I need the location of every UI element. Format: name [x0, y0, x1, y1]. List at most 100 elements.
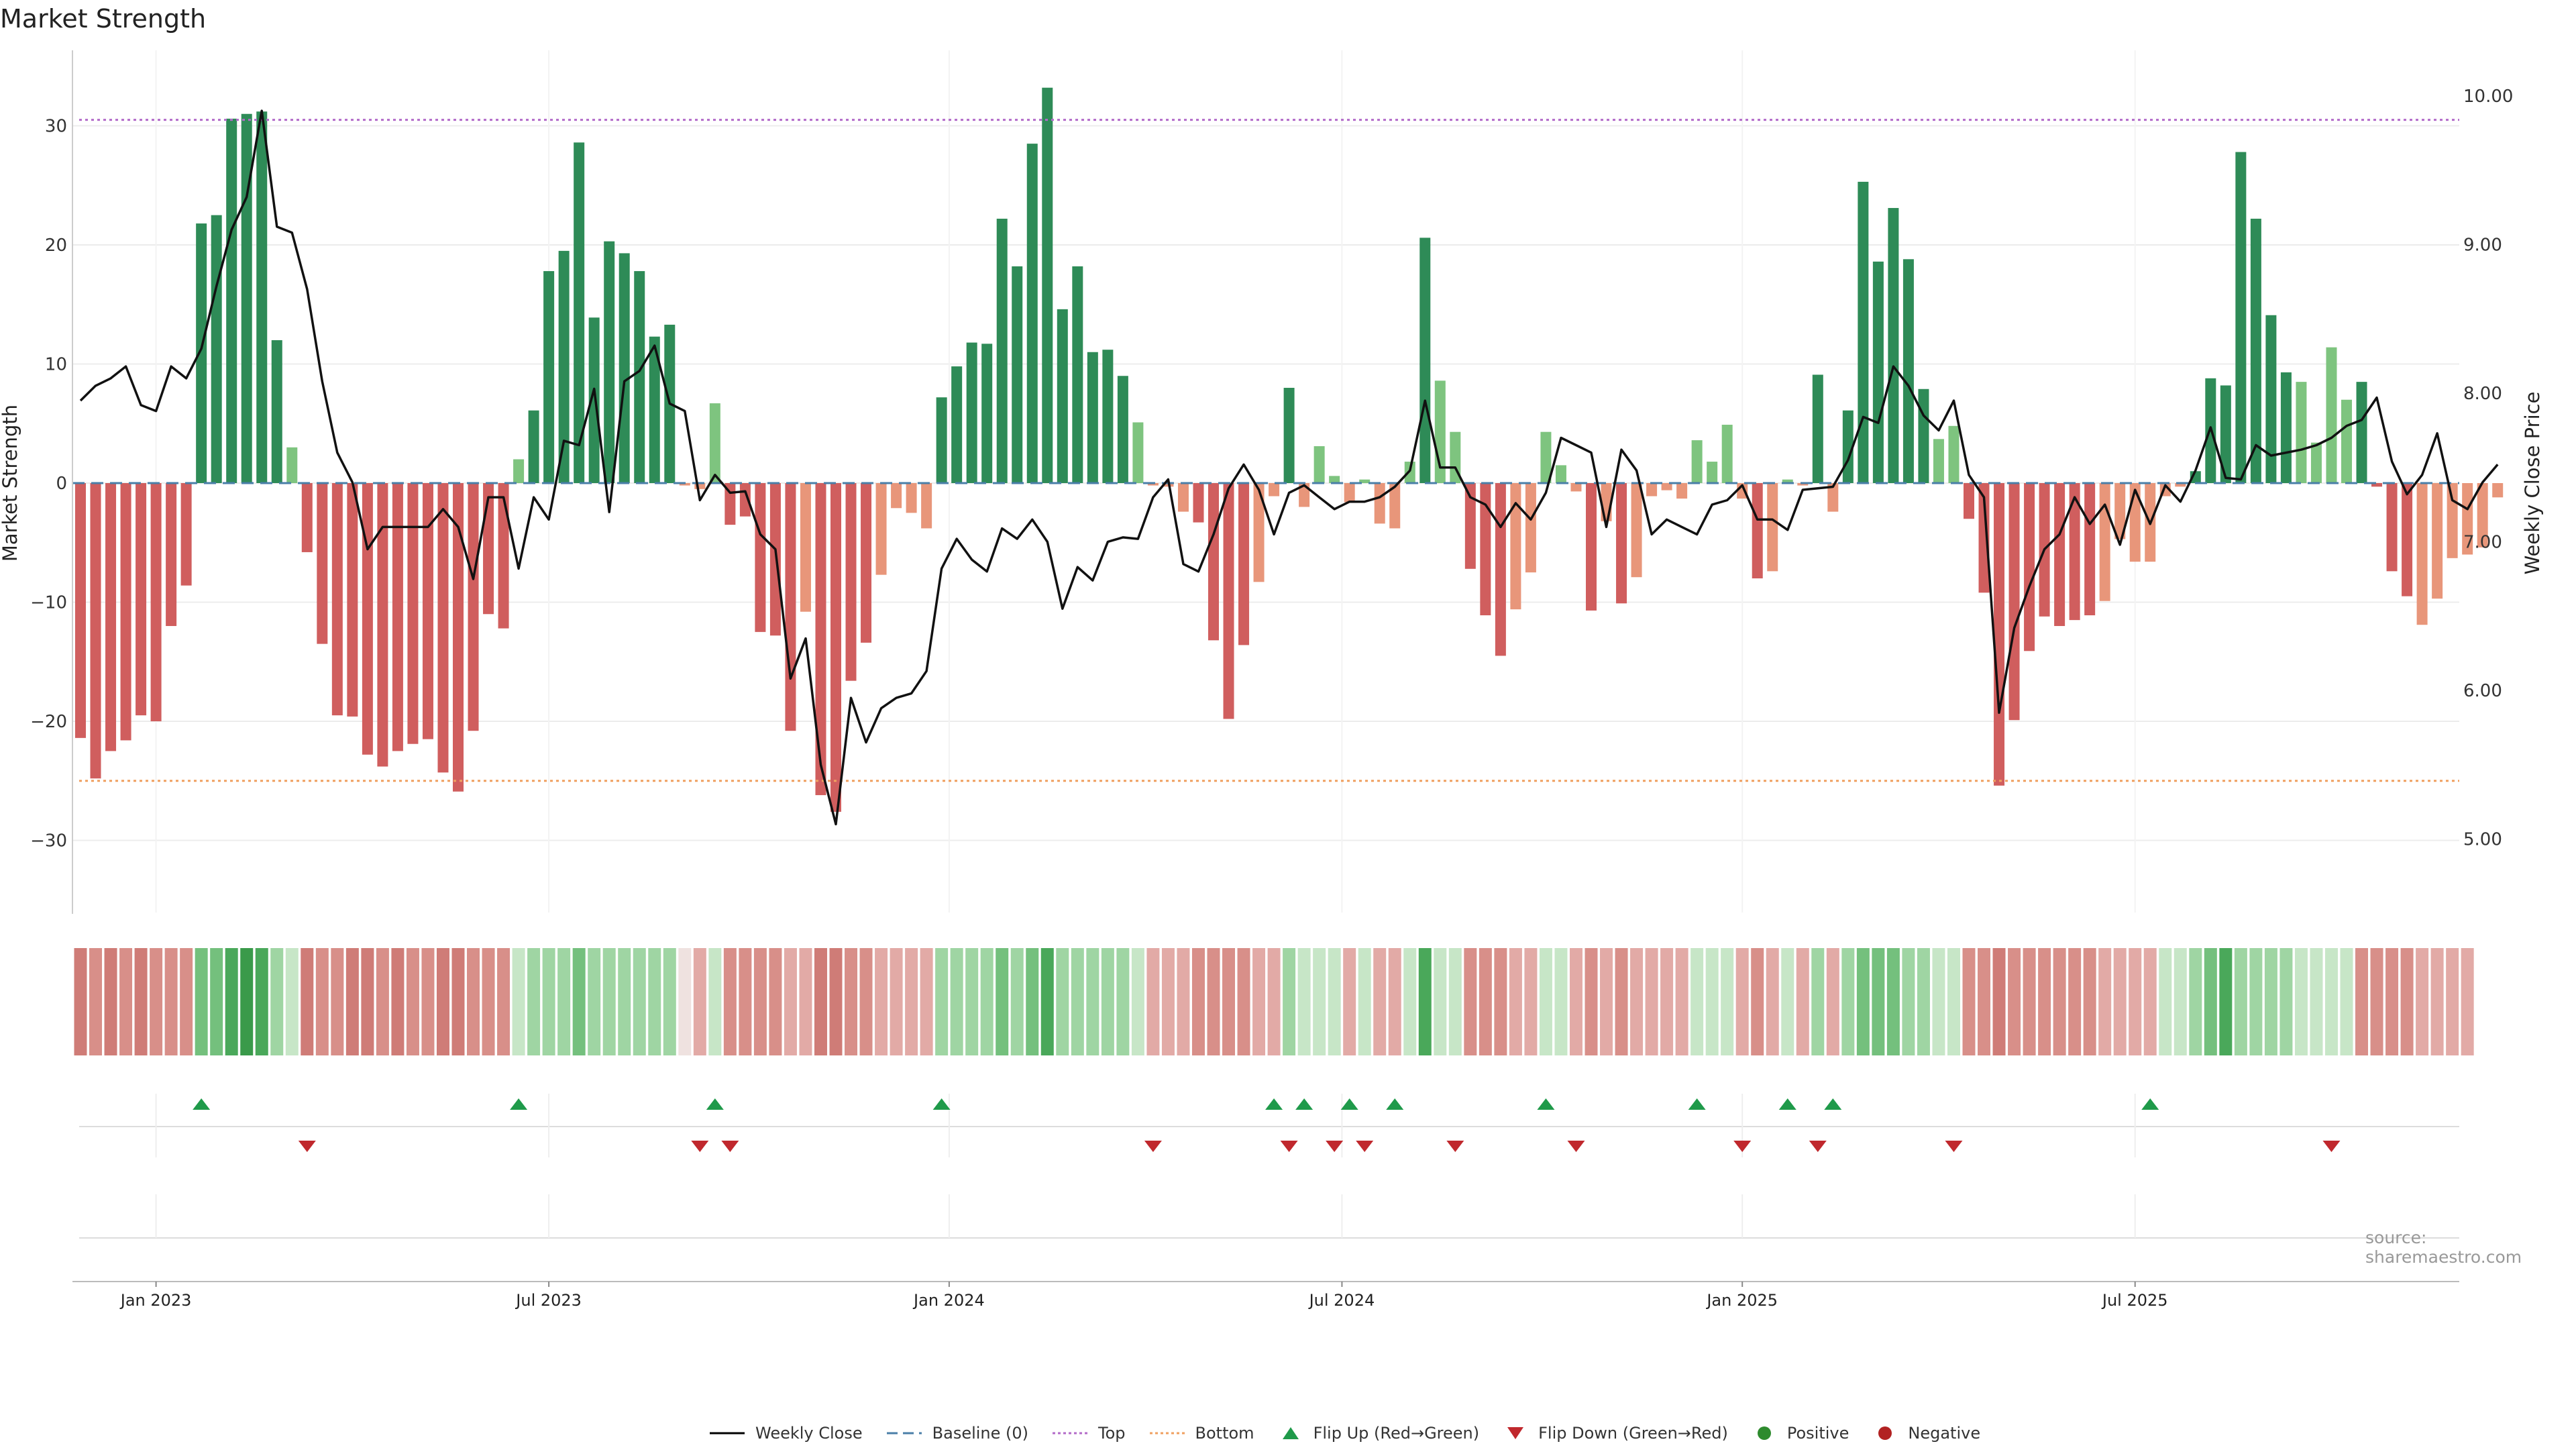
- strength-bar: [1872, 261, 1884, 483]
- heat-cell: [2053, 948, 2066, 1055]
- heat-cell: [2129, 948, 2142, 1055]
- heat-cell: [2294, 948, 2308, 1055]
- strength-bar: [1177, 483, 1189, 512]
- heat-cell: [1177, 948, 1190, 1055]
- legend-flip-up: Flip Up (Red→Green): [1277, 1424, 1479, 1443]
- strength-bar: [1691, 440, 1703, 483]
- strength-bar: [2356, 382, 2367, 483]
- strength-bar: [1012, 266, 1023, 483]
- heat-cell: [648, 948, 661, 1055]
- strength-bar: [1721, 425, 1733, 483]
- y-tick-label-right: 5.00: [2463, 830, 2502, 850]
- heat-cell: [618, 948, 631, 1055]
- strength-bar: [1616, 483, 1627, 604]
- strength-bar: [75, 483, 86, 738]
- heat-cell: [2204, 948, 2217, 1055]
- heat-cell: [2400, 948, 2414, 1055]
- strength-bar: [136, 483, 147, 716]
- heat-cell: [406, 948, 419, 1055]
- y-tick-label-right: 6.00: [2463, 681, 2502, 701]
- strength-bar: [2447, 483, 2458, 558]
- heat-cell: [1116, 948, 1130, 1055]
- strength-bar: [951, 366, 963, 483]
- heat-cell: [814, 948, 827, 1055]
- heat-cell: [753, 948, 767, 1055]
- heat-cell: [1509, 948, 1522, 1055]
- strength-bar: [1299, 483, 1310, 507]
- x-tick-label: Jul 2023: [515, 1291, 582, 1310]
- strength-bar: [1767, 483, 1778, 572]
- flip-up-marker: [510, 1098, 528, 1110]
- strength-bar: [936, 397, 947, 483]
- legend-label: Positive: [1786, 1424, 1849, 1443]
- heat-cell: [527, 948, 541, 1055]
- heat-cell: [270, 948, 284, 1055]
- flip-down-marker: [1144, 1141, 1162, 1152]
- strength-bar: [2310, 442, 2322, 483]
- strength-bar: [1359, 479, 1371, 483]
- heat-cell: [1554, 948, 1568, 1055]
- strength-bar: [1646, 483, 1658, 497]
- heat-cell: [345, 948, 359, 1055]
- heat-cell: [1343, 948, 1356, 1055]
- strength-bar: [2220, 385, 2231, 483]
- heat-cell: [572, 948, 586, 1055]
- heat-cell: [195, 948, 208, 1055]
- strength-bar: [1404, 462, 1415, 483]
- strength-bar: [498, 483, 509, 629]
- strength-bar: [317, 483, 328, 644]
- heat-cell: [2234, 948, 2247, 1055]
- heat-cell: [2355, 948, 2369, 1055]
- heat-cell: [1010, 948, 1024, 1055]
- strength-bar: [2432, 483, 2443, 599]
- heat-cell: [2446, 948, 2459, 1055]
- heat-cell: [739, 948, 752, 1055]
- strength-bar: [845, 483, 857, 681]
- heat-cell: [1902, 948, 1915, 1055]
- strength-bar: [1752, 483, 1763, 578]
- heat-cell: [723, 948, 737, 1055]
- strength-bar: [1132, 422, 1144, 483]
- y-axis-label-right: Weekly Close Price: [2521, 392, 2544, 575]
- heat-cell: [1207, 948, 1220, 1055]
- strength-bar: [981, 344, 993, 483]
- heat-cell: [1388, 948, 1401, 1055]
- y-axis-label-left: Market Strength: [0, 405, 21, 562]
- strength-bar: [830, 483, 841, 812]
- flip-down-marker: [1567, 1141, 1585, 1152]
- strength-bar: [906, 483, 917, 513]
- strength-bar: [1389, 483, 1401, 529]
- heat-cell: [950, 948, 963, 1055]
- heat-cell: [421, 948, 435, 1055]
- heat-cell: [497, 948, 511, 1055]
- strength-bar: [2175, 483, 2186, 487]
- heat-cell: [1328, 948, 1341, 1055]
- heat-cell: [1675, 948, 1688, 1055]
- x-tick-label: Jul 2024: [1308, 1291, 1375, 1310]
- heat-cell: [1434, 948, 1447, 1055]
- heat-cell: [2416, 948, 2429, 1055]
- heat-cell: [1947, 948, 1960, 1055]
- heat-cell: [1962, 948, 1976, 1055]
- heat-cell: [1464, 948, 1477, 1055]
- flip-up-marker: [1537, 1098, 1555, 1110]
- heat-cell: [2385, 948, 2399, 1055]
- strength-bar: [196, 223, 207, 483]
- strength-bar: [921, 483, 932, 529]
- weekly-close-line: [79, 109, 2499, 826]
- heat-cell: [255, 948, 268, 1055]
- heat-cell: [1539, 948, 1552, 1055]
- strength-bar: [2341, 399, 2352, 483]
- heat-cell: [2249, 948, 2263, 1055]
- strength-bar: [588, 317, 600, 483]
- heat-cell: [2264, 948, 2277, 1055]
- y-tick-label-left: 20: [45, 236, 67, 256]
- heat-cell: [1569, 948, 1582, 1055]
- heat-cell: [1841, 948, 1855, 1055]
- heat-cell: [1630, 948, 1644, 1055]
- heat-cell: [875, 948, 888, 1055]
- heat-cell: [633, 948, 646, 1055]
- flip-down-marker: [1733, 1141, 1752, 1152]
- heat-cell: [2068, 948, 2082, 1055]
